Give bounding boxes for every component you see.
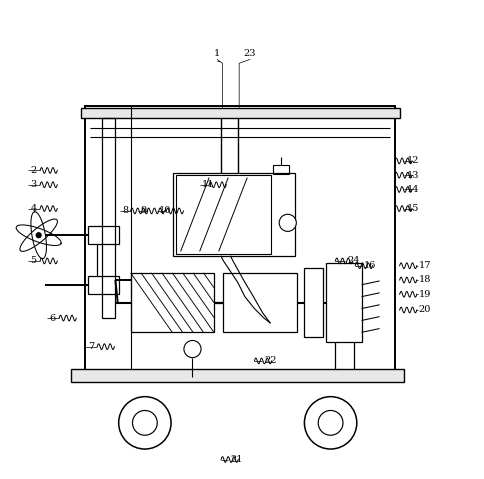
Text: 10: 10 [159, 206, 171, 216]
Text: 11: 11 [202, 180, 214, 189]
Bar [71, 369, 404, 382]
Bar [102, 118, 115, 318]
Text: 6: 6 [49, 314, 56, 322]
Bar [223, 273, 297, 332]
Circle shape [318, 411, 342, 435]
Text: 19: 19 [418, 290, 430, 299]
Text: 8: 8 [122, 206, 128, 216]
Text: 14: 14 [406, 185, 419, 194]
Text: 21: 21 [230, 455, 242, 464]
Bar [130, 273, 213, 332]
Text: 23: 23 [243, 49, 256, 58]
Bar [85, 106, 394, 373]
Bar [88, 226, 119, 244]
Bar [325, 263, 361, 342]
Text: 24: 24 [347, 256, 359, 265]
Text: 22: 22 [263, 356, 276, 365]
Bar [88, 276, 119, 294]
Text: 20: 20 [418, 306, 430, 315]
Circle shape [119, 397, 171, 449]
Circle shape [279, 214, 296, 231]
Circle shape [304, 397, 356, 449]
Circle shape [132, 411, 157, 435]
Text: 17: 17 [418, 261, 430, 270]
Text: 15: 15 [406, 204, 418, 213]
Circle shape [183, 341, 201, 358]
Text: 13: 13 [406, 171, 419, 180]
Circle shape [36, 233, 41, 238]
Bar [173, 173, 294, 256]
Text: 12: 12 [406, 157, 419, 165]
Bar [80, 108, 399, 118]
Text: 5: 5 [30, 256, 37, 265]
Text: 7: 7 [88, 342, 94, 351]
Bar [176, 175, 271, 254]
Text: 2: 2 [30, 166, 37, 175]
Bar [304, 268, 322, 337]
Text: 4: 4 [30, 204, 37, 213]
Text: 1: 1 [214, 49, 220, 58]
Text: 9: 9 [140, 206, 146, 216]
Text: 16: 16 [363, 261, 376, 270]
Bar [273, 165, 288, 174]
Text: 18: 18 [418, 275, 430, 285]
Text: 3: 3 [30, 180, 37, 189]
